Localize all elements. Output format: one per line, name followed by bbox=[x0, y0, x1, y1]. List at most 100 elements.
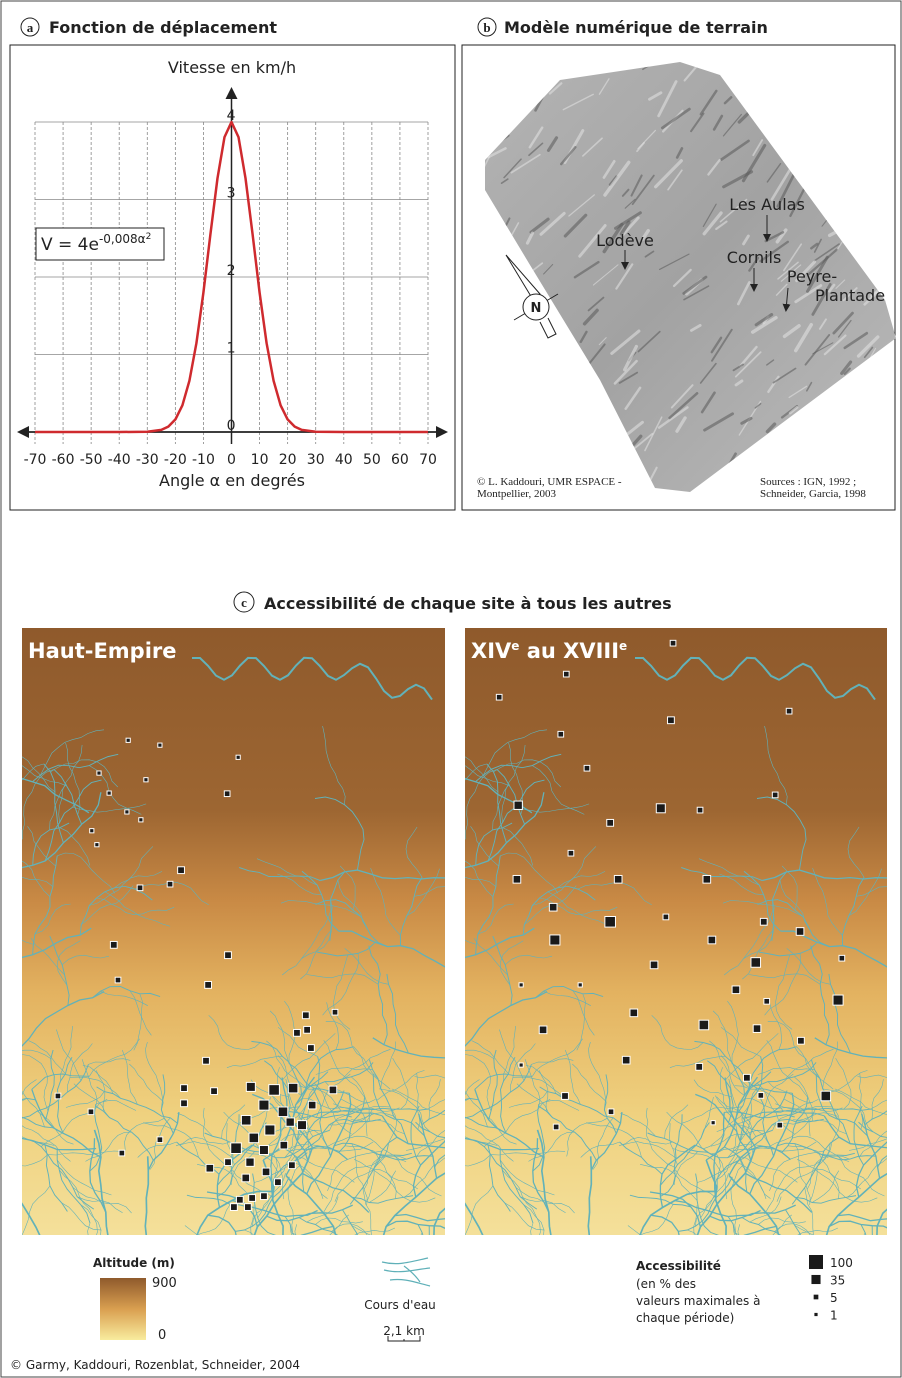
relief-stroke bbox=[748, 256, 760, 272]
panel-letter-ring bbox=[477, 17, 497, 37]
river bbox=[737, 1224, 740, 1235]
river bbox=[727, 1000, 739, 1063]
relief-stroke bbox=[789, 183, 808, 218]
site bbox=[669, 639, 677, 647]
river bbox=[465, 1097, 479, 1101]
site bbox=[245, 1157, 255, 1167]
place-label: Peyre- bbox=[787, 267, 837, 286]
panel-letter: b bbox=[483, 20, 490, 35]
relief-stroke bbox=[720, 139, 750, 161]
relief-stroke bbox=[874, 233, 894, 252]
river bbox=[877, 1155, 887, 1168]
relief-stroke bbox=[766, 359, 775, 366]
relief-stroke bbox=[598, 78, 610, 95]
river bbox=[672, 1148, 722, 1173]
river bbox=[660, 1122, 710, 1186]
river bbox=[867, 1273, 902, 1313]
river bbox=[639, 1204, 674, 1235]
river bbox=[508, 1091, 548, 1108]
site bbox=[797, 1036, 805, 1045]
relief-stroke bbox=[869, 419, 880, 433]
relief-stroke bbox=[498, 359, 532, 377]
river bbox=[465, 1136, 498, 1146]
relief-stroke bbox=[813, 243, 840, 262]
river bbox=[668, 1123, 678, 1165]
relief-stroke bbox=[615, 263, 634, 290]
river bbox=[252, 1173, 277, 1235]
river bbox=[822, 1088, 874, 1133]
site bbox=[258, 1145, 269, 1156]
river bbox=[500, 852, 559, 894]
river bbox=[414, 886, 445, 897]
river bbox=[88, 1058, 131, 1065]
river bbox=[828, 973, 851, 1054]
site bbox=[223, 790, 231, 798]
river bbox=[323, 1040, 365, 1098]
site bbox=[258, 1099, 270, 1111]
river bbox=[504, 1202, 545, 1231]
river bbox=[523, 1204, 545, 1235]
river bbox=[719, 873, 764, 895]
river bbox=[731, 1088, 758, 1153]
legend-title: Accessibilité bbox=[636, 1259, 721, 1273]
river bbox=[572, 990, 595, 1036]
site bbox=[166, 880, 174, 888]
river bbox=[471, 1040, 509, 1074]
river bbox=[741, 1217, 782, 1235]
river bbox=[300, 1225, 334, 1235]
river bbox=[329, 1108, 373, 1126]
relief-stroke bbox=[667, 169, 683, 191]
site bbox=[307, 1100, 317, 1110]
site bbox=[297, 1120, 308, 1131]
river bbox=[501, 744, 526, 823]
river bbox=[284, 1216, 295, 1235]
site bbox=[54, 1092, 62, 1100]
river bbox=[34, 903, 71, 935]
river bbox=[734, 1071, 772, 1121]
relief-stroke bbox=[582, 415, 611, 441]
relief-stroke bbox=[820, 420, 835, 441]
river bbox=[202, 1107, 232, 1168]
site bbox=[89, 828, 95, 834]
site bbox=[667, 716, 675, 725]
river bbox=[307, 1062, 374, 1087]
relief-stroke bbox=[723, 96, 733, 105]
relief-stroke bbox=[849, 376, 862, 386]
river bbox=[757, 899, 830, 948]
river bbox=[465, 769, 498, 840]
site bbox=[776, 1121, 784, 1129]
y-tick-label: 3 bbox=[227, 186, 236, 202]
river bbox=[846, 1290, 886, 1304]
river bbox=[421, 1109, 445, 1125]
river bbox=[372, 1074, 425, 1136]
river bbox=[256, 858, 318, 886]
site bbox=[538, 1025, 548, 1035]
site bbox=[224, 951, 232, 960]
river bbox=[775, 1103, 833, 1110]
river bbox=[31, 1089, 102, 1158]
river bbox=[314, 796, 365, 871]
relief-stroke bbox=[621, 216, 640, 237]
river bbox=[858, 1130, 887, 1158]
relief-stroke bbox=[863, 291, 879, 306]
river bbox=[249, 1236, 276, 1278]
river bbox=[95, 1105, 154, 1161]
river bbox=[796, 1159, 840, 1199]
river bbox=[515, 803, 590, 813]
site bbox=[655, 803, 666, 814]
river bbox=[327, 1150, 382, 1192]
site bbox=[230, 1142, 242, 1154]
relief-stroke bbox=[868, 69, 881, 78]
river bbox=[446, 1084, 457, 1154]
x-tick-label: -10 bbox=[192, 452, 215, 468]
north-label: N bbox=[531, 301, 542, 316]
site bbox=[235, 754, 241, 760]
site bbox=[604, 915, 616, 928]
map: XIVe au XVIIIe bbox=[465, 628, 902, 1313]
river bbox=[305, 1090, 345, 1138]
river bbox=[386, 973, 409, 1054]
river bbox=[687, 1229, 697, 1235]
relief-stroke bbox=[711, 328, 733, 362]
river bbox=[368, 1059, 409, 1144]
